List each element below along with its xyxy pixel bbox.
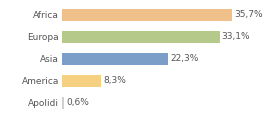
Bar xyxy=(62,75,101,87)
Bar xyxy=(62,53,168,65)
Text: 0,6%: 0,6% xyxy=(66,98,89,107)
Bar xyxy=(62,9,232,21)
Text: 22,3%: 22,3% xyxy=(170,54,198,63)
Bar xyxy=(62,31,220,43)
Text: 35,7%: 35,7% xyxy=(234,10,263,19)
Text: 33,1%: 33,1% xyxy=(221,32,250,41)
Bar xyxy=(62,97,64,109)
Text: 8,3%: 8,3% xyxy=(103,76,126,85)
